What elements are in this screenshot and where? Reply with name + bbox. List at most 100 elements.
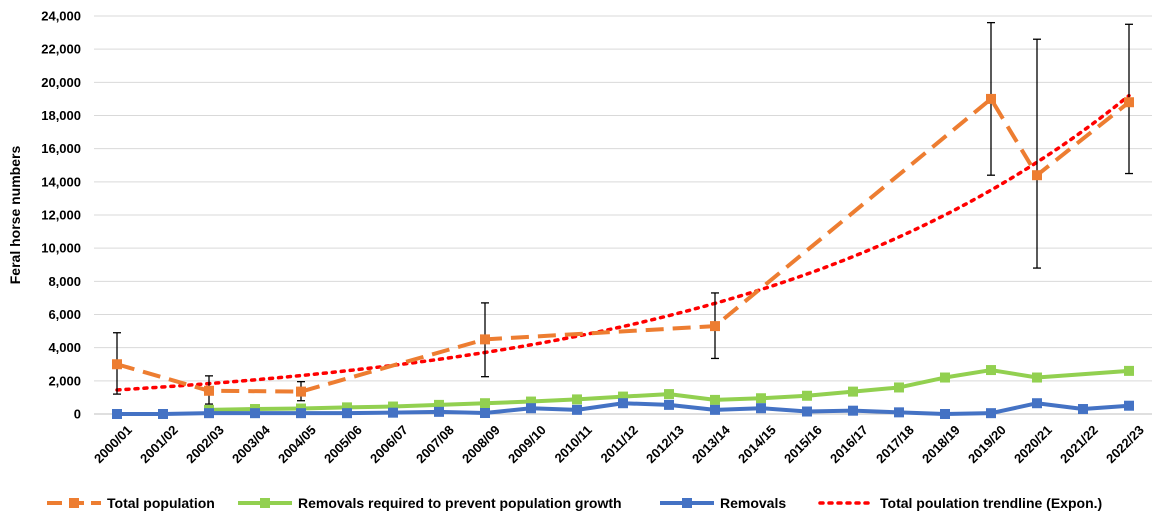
series-layer [112, 21, 1134, 419]
x-tick-label: 2020/21 [1011, 422, 1055, 466]
y-tick-label: 8,000 [48, 274, 81, 289]
data-point-marker [526, 403, 536, 414]
data-point-marker [710, 404, 720, 415]
series-total-population [112, 21, 1134, 405]
x-tick-label: 2022/23 [1103, 422, 1147, 466]
x-tick-label: 2004/05 [275, 422, 319, 466]
data-point-marker [848, 405, 858, 416]
data-point-marker [664, 399, 674, 410]
data-point-marker [342, 408, 352, 419]
data-point-marker [1124, 365, 1134, 376]
data-point-marker [894, 407, 904, 418]
x-tick-label: 2012/13 [643, 422, 687, 466]
data-point-marker [112, 359, 122, 370]
x-tick-label: 2003/04 [229, 422, 273, 466]
gridlines [94, 15, 1152, 415]
data-point-marker [802, 406, 812, 417]
y-axis-title: Feral horse numbers [7, 146, 23, 285]
data-point-marker [250, 408, 260, 419]
data-point-marker [894, 382, 904, 393]
trendline-path [115, 93, 1131, 392]
data-point-marker [296, 386, 306, 397]
legend-marker [69, 498, 79, 508]
data-point-marker [940, 372, 950, 383]
legend-item-total-population: Total population [47, 495, 215, 511]
y-axis-tick-labels: 0 2,000 4,000 6,000 8,000 10,000 12,000 14,000 1… [41, 9, 81, 422]
legend-label: Total population [107, 495, 215, 511]
series-line [208, 368, 1130, 412]
legend-item-removals: Removals [660, 495, 786, 511]
x-tick-label: 2007/08 [413, 422, 457, 466]
data-point-marker [710, 321, 720, 332]
data-point-marker [802, 390, 812, 401]
legend-label: Total poulation trendline (Expon.) [880, 495, 1102, 511]
data-point-marker [526, 396, 536, 407]
y-tick-label: 10,000 [41, 241, 81, 256]
data-point-marker [848, 386, 858, 397]
y-tick-label: 22,000 [41, 42, 81, 57]
legend-item-total-poulation-trendline-expon: Total poulation trendline (Expon.) [818, 495, 1102, 511]
data-point-marker [1124, 97, 1134, 108]
data-point-marker [112, 409, 122, 419]
data-point-marker [1078, 404, 1088, 415]
data-point-marker [710, 394, 720, 405]
data-point-marker [1032, 372, 1042, 383]
data-point-marker [434, 399, 444, 410]
data-point-marker [480, 334, 490, 345]
data-point-marker [1124, 400, 1134, 411]
x-tick-label: 2008/09 [459, 422, 503, 466]
data-point-marker [664, 389, 674, 400]
data-point-marker [1032, 398, 1042, 409]
data-point-marker [986, 365, 996, 376]
x-tick-label: 2006/07 [367, 422, 411, 466]
y-tick-label: 24,000 [41, 9, 81, 24]
series-removals [112, 398, 1134, 419]
data-point-marker [158, 409, 168, 419]
data-point-marker [204, 408, 214, 419]
data-point-marker [434, 406, 444, 417]
y-tick-label: 14,000 [41, 174, 81, 189]
legend-marker [682, 498, 692, 508]
x-tick-label: 2016/17 [827, 422, 871, 466]
data-point-marker [1032, 170, 1042, 181]
x-tick-label: 2001/02 [137, 422, 181, 466]
x-tick-label: 2011/12 [598, 422, 641, 465]
data-point-marker [204, 385, 214, 396]
data-point-marker [756, 393, 766, 404]
x-tick-label: 2002/03 [183, 422, 227, 466]
y-tick-label: 12,000 [41, 208, 81, 223]
data-point-marker [480, 398, 490, 409]
x-axis-tick-labels: 2000/01 2001/02 2002/03 2003/04 2004/05 2005/… [91, 422, 1147, 466]
x-tick-label: 2021/22 [1057, 422, 1101, 466]
data-point-marker [756, 403, 766, 414]
x-tick-label: 2014/15 [735, 422, 779, 466]
y-tick-label: 0 [74, 407, 81, 422]
legend-label: Removals [720, 495, 786, 511]
x-tick-label: 2018/19 [919, 422, 963, 466]
error-bar [1033, 38, 1041, 269]
series-line [116, 96, 1131, 394]
data-point-marker [572, 394, 582, 405]
legend: Total population Removals required to pre… [47, 495, 1102, 511]
data-point-marker [572, 404, 582, 415]
y-tick-label: 16,000 [41, 141, 81, 156]
data-point-marker [618, 391, 628, 402]
data-point-marker [986, 408, 996, 419]
x-tick-label: 2005/06 [321, 422, 365, 466]
x-tick-label: 2019/20 [965, 422, 1009, 466]
y-tick-label: 4,000 [48, 340, 81, 355]
x-tick-label: 2013/14 [689, 422, 733, 466]
y-tick-label: 18,000 [41, 108, 81, 123]
y-tick-label: 6,000 [48, 307, 81, 322]
x-tick-label: 2015/16 [781, 422, 825, 466]
data-point-marker [986, 93, 996, 104]
legend-marker [260, 498, 270, 508]
data-point-marker [388, 401, 398, 412]
y-tick-label: 20,000 [41, 75, 81, 90]
data-point-marker [342, 402, 352, 413]
data-point-marker [388, 407, 398, 418]
x-tick-label: 2009/10 [505, 422, 549, 466]
data-point-marker [296, 408, 306, 419]
